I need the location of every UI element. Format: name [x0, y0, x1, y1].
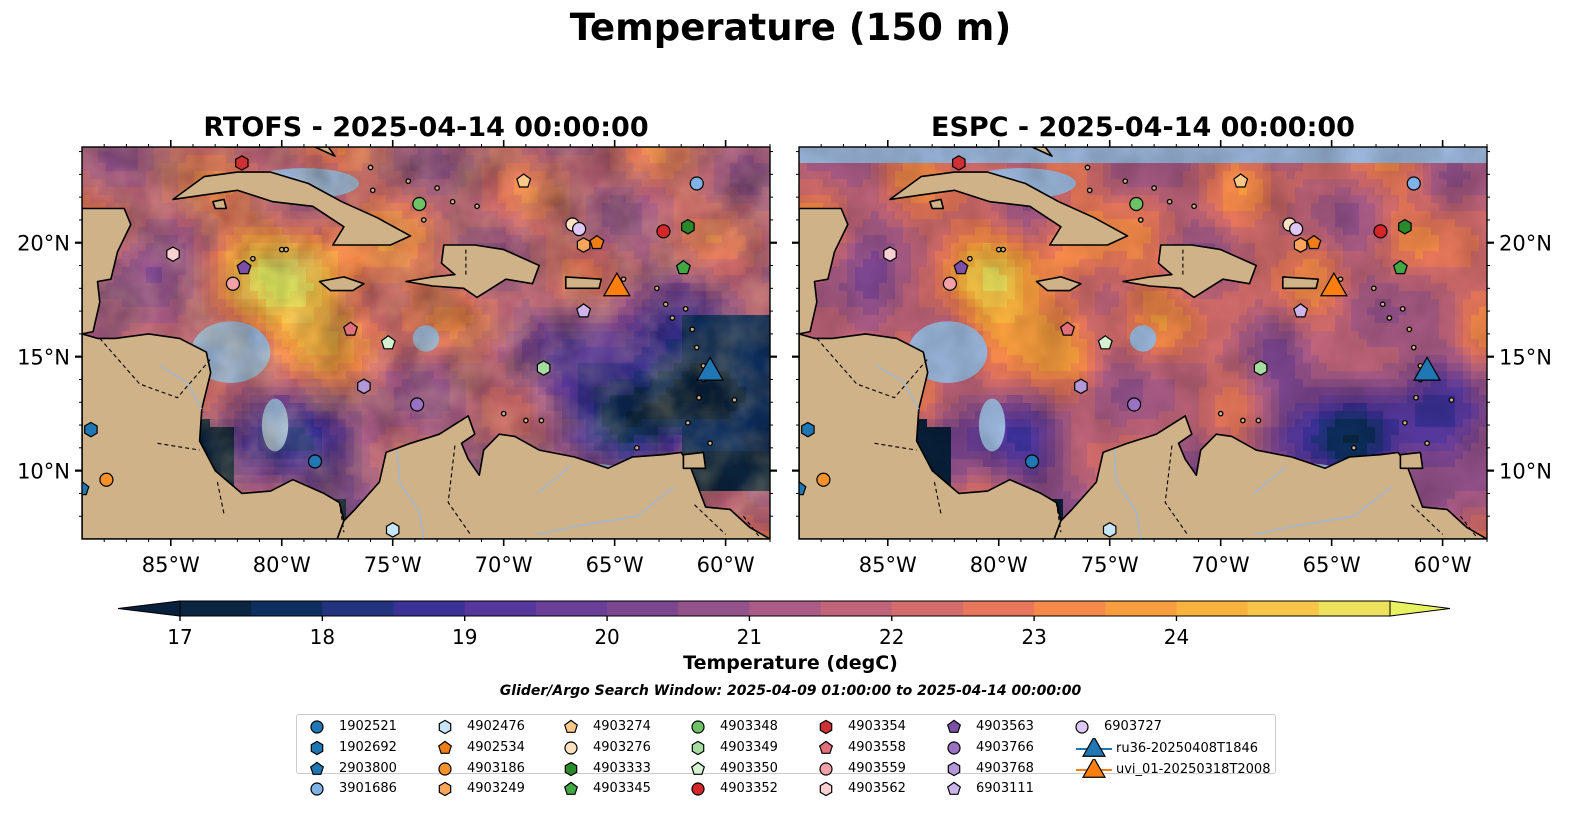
river — [159, 365, 203, 410]
island — [250, 255, 256, 262]
platform-4903563 — [236, 259, 252, 275]
platform-1902521 — [307, 454, 323, 469]
platform-4903558 — [342, 321, 359, 336]
y-tick-label: 10°N — [17, 460, 70, 484]
island — [283, 246, 290, 253]
island — [653, 285, 660, 292]
map-axes: 85°W 80°W 75°W 70°W 65°W 60°W 10°N 15°N 20°N — [17, 140, 777, 577]
land-trinidad — [682, 451, 707, 470]
country-border — [216, 481, 225, 515]
island — [474, 203, 480, 210]
island — [449, 198, 456, 205]
map-frame — [81, 146, 771, 540]
island — [500, 410, 507, 417]
espc-panel-title: ESPC - 2025-04-14 00:00:00 — [931, 112, 1355, 143]
river — [396, 450, 425, 539]
land-yucatan — [82, 207, 132, 335]
platform-4903333 — [681, 218, 695, 235]
island — [707, 440, 713, 447]
island — [278, 246, 285, 253]
y-tick-label: 15°N — [17, 346, 70, 370]
platform-ru36-20250408T1846 — [696, 356, 725, 381]
island — [685, 419, 691, 426]
platform-4903559 — [225, 276, 241, 291]
rtofs-map: 85°W 80°W 75°W 70°W 65°W 60°W 10°N 15°N 20°N — [17, 140, 777, 577]
x-tick-label: 80°W — [253, 553, 311, 577]
platform-4903348 — [412, 196, 427, 212]
land-pines — [212, 198, 228, 210]
x-tick-label: 65°W — [586, 553, 644, 577]
island — [669, 315, 676, 321]
platform-4902534 — [589, 234, 605, 250]
river — [536, 486, 676, 536]
x-tick-label: 60°W — [697, 553, 755, 577]
island — [662, 301, 669, 308]
platform-4903249 — [576, 237, 591, 253]
island — [420, 217, 427, 223]
island — [405, 178, 412, 185]
x-tick-label: 70°W — [475, 553, 533, 577]
platform-6903727 — [572, 221, 587, 237]
country-border — [694, 504, 726, 535]
platform-4903352 — [656, 224, 671, 239]
y-tick-label: 20°N — [17, 232, 70, 256]
platform-4903562 — [166, 246, 180, 262]
figure-title: Temperature (150 m) — [569, 6, 1012, 49]
espc-map: 85°W 80°W 75°W 70°W 65°W 60°W10°N15°N20°N — [792, 140, 1552, 577]
country-border — [742, 515, 762, 539]
platform-4903274 — [516, 173, 532, 188]
country-border — [99, 338, 212, 399]
platform-6903111 — [576, 303, 592, 318]
platform-markers — [82, 155, 725, 538]
land-layer — [82, 147, 770, 539]
x-tick-label: 75°W — [364, 553, 422, 577]
land-southam — [336, 415, 770, 539]
island — [682, 305, 689, 312]
platform-uvi_01-20250318T2008 — [602, 271, 631, 297]
platform-4903345 — [675, 259, 691, 275]
platform-4902476 — [385, 522, 400, 538]
platform-4903768 — [357, 378, 371, 395]
platform-3901686 — [689, 176, 704, 191]
platform-4903186 — [99, 472, 114, 487]
country-border — [157, 442, 200, 451]
island — [369, 187, 376, 194]
country-border — [338, 502, 345, 533]
land-cuba — [172, 171, 412, 246]
platform-4903766 — [410, 397, 425, 412]
land-bahamas1 — [314, 147, 336, 157]
island — [434, 185, 440, 191]
x-tick-label: 85°W — [142, 553, 200, 577]
rtofs-panel-title: RTOFS - 2025-04-14 00:00:00 — [203, 112, 649, 143]
land-florida — [223, 147, 276, 148]
island — [367, 164, 374, 171]
platform-1902692 — [84, 421, 98, 438]
island — [731, 397, 738, 403]
land-puertorico — [564, 276, 603, 290]
island — [693, 344, 700, 351]
land-jamaica — [318, 276, 365, 292]
river — [536, 465, 571, 494]
island — [523, 417, 529, 424]
platform-4903350 — [380, 335, 396, 350]
island — [696, 394, 702, 401]
island — [620, 276, 627, 283]
land-hispaniola — [405, 244, 541, 299]
platform-4903354 — [235, 155, 249, 171]
platform-2903800 — [82, 480, 90, 496]
platform-4903349 — [536, 360, 551, 376]
island — [633, 444, 640, 451]
island — [538, 417, 545, 424]
island — [689, 326, 696, 333]
country-border — [447, 445, 471, 535]
